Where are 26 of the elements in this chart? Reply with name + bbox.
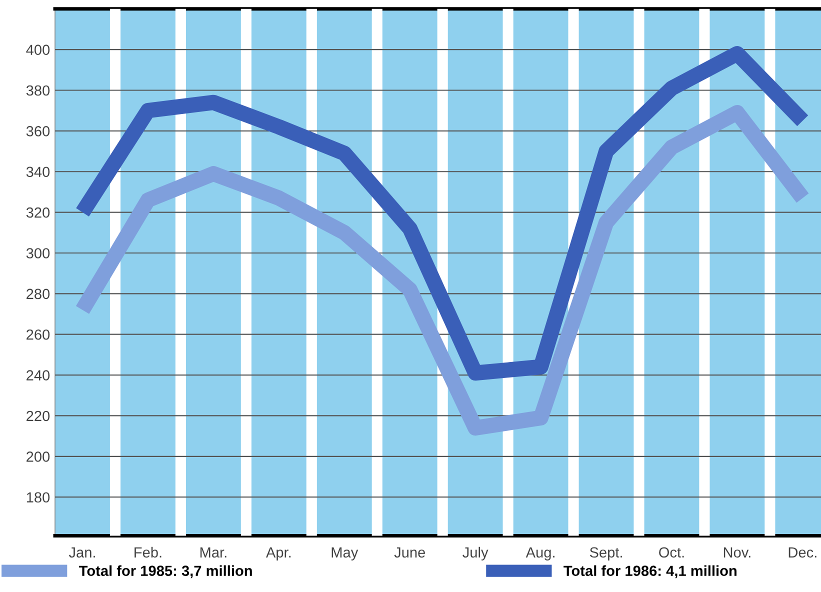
x-tick-label: Aug. (526, 547, 554, 560)
x-tick-label: Dec. (788, 547, 816, 558)
y-tick-label: 320 (26, 207, 50, 218)
x-tick-label: Apr. (266, 547, 291, 560)
y-tick-label: 400 (26, 44, 50, 55)
x-tick-label: Sept. (590, 547, 622, 560)
y-tick-label: 220 (26, 410, 50, 422)
y-tick-label: 380 (26, 85, 50, 96)
y-tick-label: 180 (26, 492, 50, 503)
y-tick-label: 340 (26, 166, 50, 178)
x-tick-label: July (462, 546, 488, 560)
y-tick-label: 300 (26, 248, 50, 258)
legend-label: Total for 1985: 3,7 million (78, 565, 252, 578)
x-tick-label: Oct. (659, 547, 684, 558)
y-tick-label: 200 (26, 452, 50, 462)
x-tick-label: Nov. (724, 547, 750, 558)
y-tick-label: 260 (26, 329, 50, 340)
y-tick-label: 360 (26, 126, 50, 136)
x-tick-label: Jan. (68, 547, 95, 558)
y-tick-label: 240 (26, 370, 50, 380)
x-tick-label: May (332, 547, 358, 560)
x-tick-label: Feb. (134, 546, 162, 558)
x-tick-label: June (394, 547, 426, 558)
y-tick-label: 280 (26, 288, 50, 300)
x-tick-label: Mar. (200, 547, 226, 558)
legend-label: Total for 1986: 4,1 million (564, 565, 736, 578)
